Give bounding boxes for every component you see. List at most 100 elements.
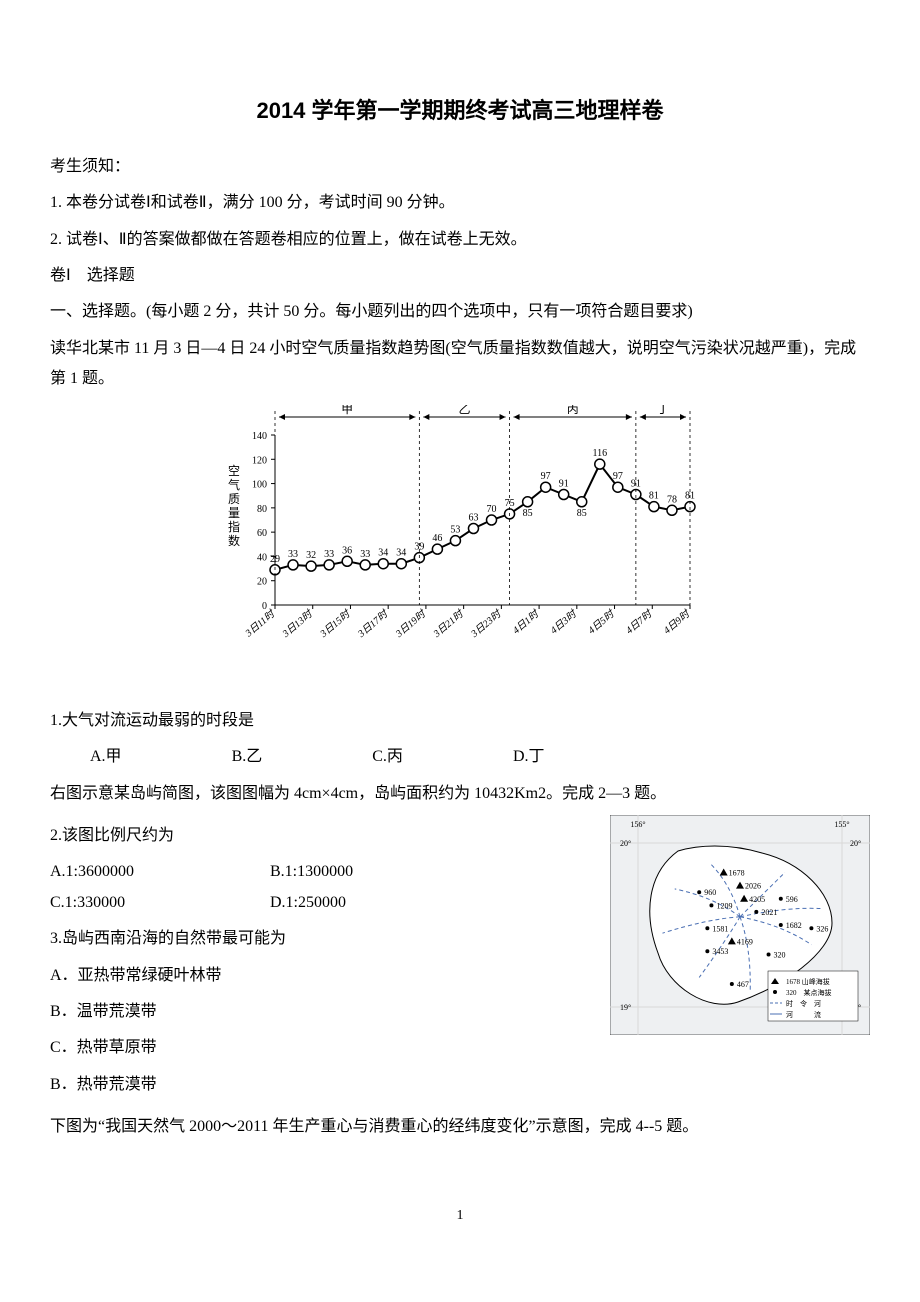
svg-text:20: 20: [257, 576, 267, 587]
q1-options: A.甲 B.乙 C.丙 D.丁: [50, 742, 870, 772]
svg-text:78: 78: [667, 494, 677, 505]
instruction-1: 1. 本卷分试卷Ⅰ和试卷Ⅱ，满分 100 分，考试时间 90 分钟。: [50, 188, 870, 218]
page-number: 1: [50, 1203, 870, 1230]
svg-text:1209: 1209: [716, 901, 732, 910]
q23-intro: 右图示意某岛屿简图，该图图幅为 4cm×4cm，岛屿面积约为 10432Km2。…: [50, 779, 870, 809]
svg-text:155°: 155°: [834, 820, 849, 829]
svg-text:85: 85: [523, 507, 533, 518]
svg-text:320: 320: [774, 951, 786, 960]
instruction-2: 2. 试卷Ⅰ、Ⅱ的答案做都做在答题卷相应的位置上，做在试卷上无效。: [50, 225, 870, 255]
svg-text:60: 60: [257, 528, 267, 539]
q1-option-a: A.甲: [90, 742, 122, 772]
q3-text: 3.岛屿西南沿海的自然带最可能为: [50, 924, 590, 954]
q2-option-a: A.1:3600000: [50, 857, 270, 887]
svg-text:1581: 1581: [712, 924, 728, 933]
svg-text:4169: 4169: [737, 937, 753, 946]
svg-text:97: 97: [613, 471, 623, 482]
svg-text:81: 81: [649, 490, 659, 501]
svg-text:53: 53: [450, 524, 460, 535]
q2-option-c: C.1:330000: [50, 888, 270, 918]
svg-text:1678: 1678: [729, 869, 745, 878]
svg-text:320 某点海拔: 320 某点海拔: [786, 988, 832, 997]
svg-text:1682: 1682: [786, 921, 802, 930]
svg-text:33: 33: [288, 548, 298, 559]
q2-option-d: D.1:250000: [270, 888, 490, 918]
svg-text:2026: 2026: [745, 882, 761, 891]
svg-text:丙: 丙: [567, 405, 579, 416]
svg-text:2021: 2021: [761, 908, 777, 917]
svg-text:4205: 4205: [749, 895, 765, 904]
svg-text:33: 33: [324, 548, 334, 559]
svg-text:4日9时: 4日9时: [661, 606, 693, 636]
svg-text:80: 80: [257, 503, 267, 514]
q1-option-c: C.丙: [372, 742, 403, 772]
svg-text:3日13时: 3日13时: [279, 606, 316, 640]
svg-text:596: 596: [786, 895, 798, 904]
svg-text:3日11时: 3日11时: [242, 606, 278, 639]
svg-text:20°: 20°: [620, 839, 631, 848]
q2-options: A.1:3600000 B.1:1300000 C.1:330000 D.1:2…: [50, 857, 590, 918]
svg-text:36: 36: [342, 545, 352, 556]
svg-text:1678 山峰海拔: 1678 山峰海拔: [786, 977, 830, 986]
svg-text:气: 气: [228, 477, 240, 492]
svg-text:河 流: 河 流: [786, 1010, 821, 1019]
svg-text:丁: 丁: [657, 405, 669, 416]
page-title: 2014 学年第一学期期终考试高三地理样卷: [50, 90, 870, 132]
svg-text:3日19时: 3日19时: [393, 606, 430, 640]
svg-text:0: 0: [262, 601, 267, 612]
svg-text:46: 46: [432, 533, 442, 544]
svg-text:960: 960: [704, 888, 716, 897]
svg-text:85: 85: [577, 507, 587, 518]
svg-text:时 令 河: 时 令 河: [786, 999, 821, 1008]
instructions-header: 考生须知：: [50, 152, 870, 182]
island-map: 156°155°20°20°19°19°16782026960120942055…: [610, 815, 870, 1046]
svg-text:120: 120: [252, 455, 267, 466]
svg-text:100: 100: [252, 479, 267, 490]
svg-text:4日5时: 4日5时: [586, 606, 618, 636]
svg-text:3日15时: 3日15时: [317, 606, 354, 640]
svg-text:指: 指: [228, 519, 240, 534]
svg-text:19°: 19°: [620, 1003, 631, 1012]
svg-text:63: 63: [468, 512, 478, 523]
q3-option-c: C．热带草原带: [50, 1033, 590, 1063]
svg-text:数: 数: [228, 533, 240, 548]
aqi-chart: 020406080100120140空气质量指数3日11时3日13时3日15时3…: [220, 405, 700, 696]
q1-text: 1.大气对流运动最弱的时段是: [50, 706, 870, 736]
svg-text:空: 空: [228, 464, 240, 478]
svg-text:32: 32: [306, 550, 316, 561]
section-desc: 一、选择题。(每小题 2 分，共计 50 分。每小题列出的四个选项中，只有一项符…: [50, 297, 870, 327]
svg-text:34: 34: [378, 547, 388, 558]
svg-text:4日7时: 4日7时: [624, 606, 656, 636]
svg-text:3453: 3453: [712, 947, 728, 956]
svg-text:20°: 20°: [850, 839, 861, 848]
q3-option-d: B．热带荒漠带: [50, 1070, 590, 1100]
q1-option-d: D.丁: [513, 742, 545, 772]
svg-text:116: 116: [592, 448, 607, 459]
q2-text: 2.该图比例尺约为: [50, 821, 590, 851]
svg-text:乙: 乙: [458, 405, 470, 416]
q2-option-b: B.1:1300000: [270, 857, 490, 887]
svg-text:140: 140: [252, 431, 267, 442]
svg-text:质: 质: [228, 492, 240, 506]
svg-text:156°: 156°: [630, 820, 645, 829]
svg-text:4日3时: 4日3时: [548, 606, 580, 636]
svg-text:4日1时: 4日1时: [510, 606, 542, 636]
svg-text:326: 326: [816, 924, 828, 933]
q3-option-b: B．温带荒漠带: [50, 997, 590, 1027]
svg-text:34: 34: [396, 547, 406, 558]
section-header: 卷Ⅰ 选择题: [50, 261, 870, 291]
q1-intro: 读华北某市 11 月 3 日—4 日 24 小时空气质量指数趋势图(空气质量指数…: [50, 334, 870, 395]
q3-option-a: A．亚热带常绿硬叶林带: [50, 961, 590, 991]
svg-text:97: 97: [541, 471, 551, 482]
svg-text:70: 70: [487, 504, 497, 515]
svg-text:3日21时: 3日21时: [430, 606, 467, 640]
svg-text:量: 量: [228, 506, 240, 520]
svg-text:3日17时: 3日17时: [355, 606, 392, 640]
svg-text:3日23时: 3日23时: [468, 606, 505, 640]
svg-text:33: 33: [360, 548, 370, 559]
svg-text:甲: 甲: [341, 405, 353, 416]
q1-option-b: B.乙: [232, 742, 263, 772]
svg-text:40: 40: [257, 552, 267, 563]
svg-text:91: 91: [559, 478, 569, 489]
svg-text:467: 467: [737, 980, 749, 989]
